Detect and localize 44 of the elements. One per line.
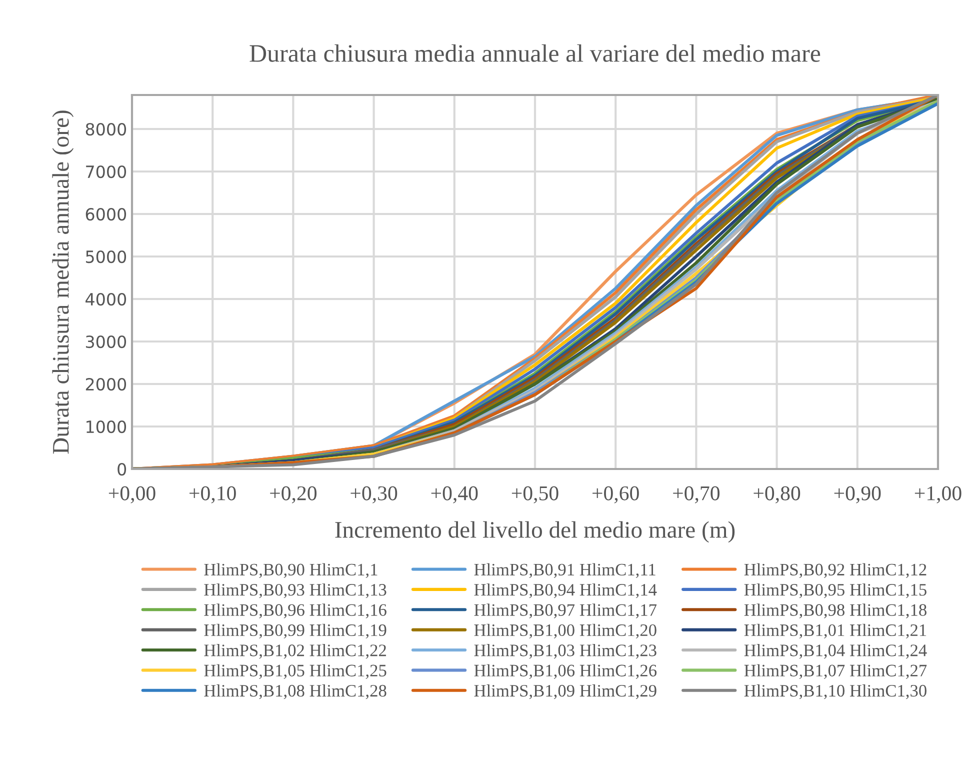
y-tick-label: 1000 [86,420,126,434]
y-tick-label: 0 [118,462,126,476]
legend-label: HlimPS,B0,91 HlimC1,11 [474,563,656,578]
legend-label: HlimPS,B0,98 HlimC1,18 [744,604,926,618]
x-tick-label: +0,00 [108,486,156,504]
x-tick-label: +0,70 [673,486,720,504]
x-tick-label: +0,80 [754,486,800,504]
y-axis-title: Durata chiusura media annuale (ore) [52,110,74,454]
legend-label: HlimPS,B1,01 HlimC1,21 [744,624,926,639]
legend-label: HlimPS,B0,99 HlimC1,19 [204,624,386,639]
y-tick-label: 5000 [86,250,126,264]
legend-label: HlimPS,B1,05 HlimC1,25 [204,664,386,679]
y-tick-label: 6000 [86,208,126,221]
x-tick-label: +0,50 [512,486,558,504]
x-tick-label: +0,40 [431,486,478,504]
legend-label: HlimPS,B0,92 HlimC1,12 [744,563,926,578]
y-tick-label: 2000 [86,378,126,391]
x-tick-label: +1,00 [914,486,962,504]
legend-label: HlimPS,B0,95 HlimC1,15 [744,583,926,598]
legend-label: HlimPS,B1,03 HlimC1,23 [474,644,656,659]
legend-label: HlimPS,B0,93 HlimC1,13 [204,583,386,598]
legend-label: HlimPS,B1,02 HlimC1,22 [204,644,386,659]
x-tick-label: +0,60 [592,486,639,504]
x-axis-title: Incremento del livello del medio mare (m) [335,521,735,543]
legend-label: HlimPS,B0,97 HlimC1,17 [474,604,657,618]
y-tick-label: 4000 [86,292,126,306]
legend-label: HlimPS,B1,04 HlimC1,24 [744,644,927,659]
y-tick-label: 3000 [86,335,126,348]
y-tick-label: 8000 [86,122,126,136]
legend-label: HlimPS,B1,07 HlimC1,27 [744,664,927,679]
legend-label: HlimPS,B1,08 HlimC1,28 [204,684,386,700]
legend-label: HlimPS,B1,06 HlimC1,26 [474,664,657,679]
x-tick-label: +0,30 [350,486,398,504]
legend-label: HlimPS,B1,10 HlimC1,30 [744,684,926,700]
chart-title: Durata chiusura media annuale al variare del medio mare [250,44,820,62]
x-tick-label: +0,20 [270,486,317,504]
y-tick-label: 7000 [86,165,126,178]
legend-label: HlimPS,B0,90 HlimC1,1 [204,563,378,578]
legend-label: HlimPS,B1,00 HlimC1,20 [474,624,656,639]
legend-label: HlimPS,B0,96 HlimC1,16 [204,604,386,618]
legend-label: HlimPS,B1,09 HlimC1,29 [474,684,656,700]
x-tick-label: +0,90 [834,486,881,504]
legend-label: HlimPS,B0,94 HlimC1,14 [474,583,657,598]
x-tick-label: +0,10 [190,486,236,504]
